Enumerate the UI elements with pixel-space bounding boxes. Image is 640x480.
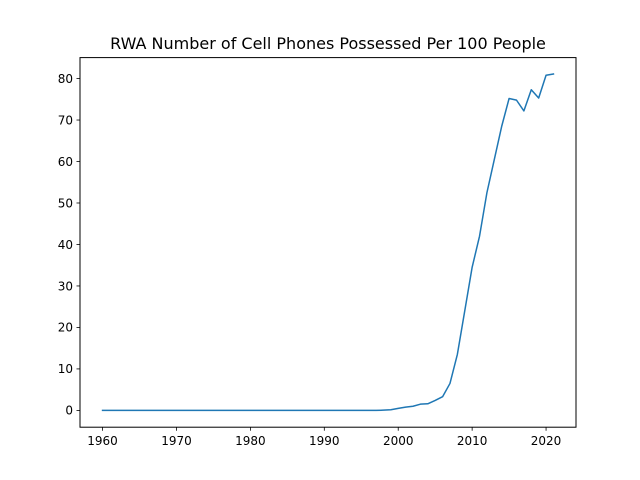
y-tick-label: 50 (58, 196, 73, 210)
x-tick-label: 2000 (383, 434, 414, 448)
plot-frame (79, 57, 577, 428)
x-tick-label: 1990 (309, 434, 340, 448)
y-tick-label: 0 (65, 404, 73, 418)
x-tick-label: 2010 (457, 434, 488, 448)
y-tick-label: 70 (58, 113, 73, 127)
y-tick-label: 30 (58, 279, 73, 293)
x-tick-label: 1980 (235, 434, 266, 448)
chart-title: RWA Number of Cell Phones Possessed Per … (110, 34, 546, 53)
plot-area: 1960 1970 1980 1990 2000 2010 2020 0 10 20 30 40 50 6… (58, 72, 562, 448)
x-tick-label: 2020 (531, 434, 562, 448)
y-tick-label: 20 (58, 321, 73, 335)
y-tick-label: 60 (58, 155, 73, 169)
x-tick-label: 1970 (161, 434, 192, 448)
y-tick-label: 10 (58, 362, 73, 376)
series-line (101, 73, 555, 412)
y-tick-label: 40 (58, 238, 73, 252)
y-tick-label: 80 (58, 72, 73, 86)
x-tick-label: 1960 (87, 434, 118, 448)
